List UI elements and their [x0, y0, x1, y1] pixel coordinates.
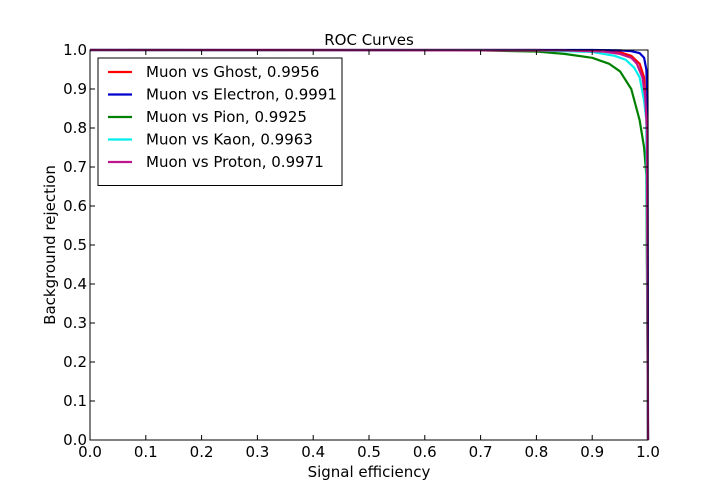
- y-tick-label: 0.4: [63, 275, 87, 293]
- x-tick-label: 0.4: [301, 443, 325, 461]
- x-tick-label: 0.3: [245, 443, 269, 461]
- chart-title: ROC Curves: [324, 31, 414, 49]
- y-axis: 0.0 0.1 0.2 0.3 0.4 0.5 0.6 0.7 0.8 0.9 1.0: [63, 41, 648, 449]
- y-tick-label: 0.6: [63, 197, 87, 215]
- y-tick-label: 0.3: [63, 314, 87, 332]
- x-tick-label: 0.2: [190, 443, 214, 461]
- y-tick-label: 0.1: [63, 392, 87, 410]
- y-tick-label: 0.5: [63, 236, 87, 254]
- x-tick-label: 0.9: [580, 443, 604, 461]
- legend-label-2: Muon vs Pion, 0.9925: [146, 108, 307, 126]
- x-tick-label: 0.6: [413, 443, 437, 461]
- legend: Muon vs Ghost, 0.9956 Muon vs Electron, 0…: [97, 57, 343, 186]
- y-tick-label: 0.0: [63, 431, 87, 449]
- y-tick-label: 1.0: [63, 41, 87, 59]
- legend-label-3: Muon vs Kaon, 0.9963: [146, 131, 313, 149]
- legend-box: [97, 57, 343, 186]
- y-tick-label: 0.2: [63, 353, 87, 371]
- series-line-4: [89, 48, 650, 441]
- x-axis-title: Signal efficiency: [308, 463, 431, 481]
- x-tick-label: 0.1: [134, 443, 158, 461]
- y-tick-label: 0.9: [63, 80, 87, 98]
- x-tick-label: 1.0: [636, 443, 660, 461]
- y-axis-title: Background rejection: [41, 165, 59, 325]
- x-tick-label: 0.0: [78, 443, 102, 461]
- legend-label-0: Muon vs Ghost, 0.9956: [146, 63, 319, 81]
- x-tick-label: 0.7: [469, 443, 493, 461]
- legend-label-4: Muon vs Proton, 0.9971: [146, 153, 324, 171]
- legend-label-1: Muon vs Electron, 0.9991: [146, 86, 337, 104]
- x-tick-label: 0.5: [357, 443, 381, 461]
- x-axis: 0.0 0.1 0.2 0.3 0.4 0.5 0.6 0.7 0.8 0.9 1.0: [78, 50, 660, 461]
- x-tick-label: 0.8: [524, 443, 548, 461]
- y-tick-label: 0.7: [63, 158, 87, 176]
- y-tick-label: 0.8: [63, 119, 87, 137]
